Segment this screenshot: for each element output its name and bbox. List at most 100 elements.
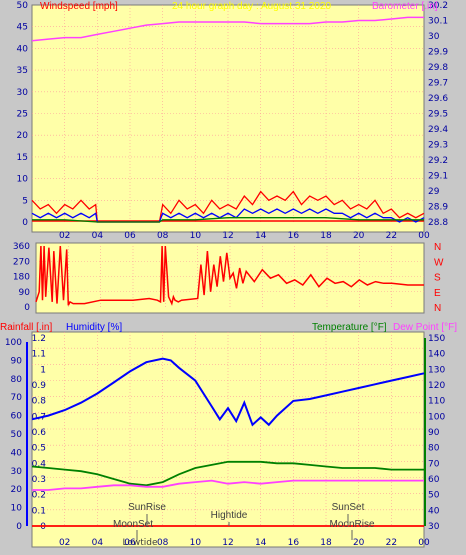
- barometer-y-tick: 29.1: [428, 172, 448, 182]
- windspeed-x-tick: 04: [92, 231, 104, 241]
- barometer-y-tick: 30: [428, 32, 440, 42]
- windspeed-y-tick: 40: [17, 44, 29, 54]
- humidity-x-tick: 14: [255, 538, 267, 548]
- temperature-axis-label: Temperature [°F]: [312, 322, 387, 333]
- humidity-y-tick: 60: [11, 412, 23, 422]
- barometer-y-tick: 29.3: [428, 141, 448, 151]
- humidity-x-tick: 22: [386, 538, 397, 548]
- barometer-y-tick: 29.5: [428, 110, 448, 120]
- temperature-y-tick: 50: [428, 491, 440, 501]
- barometer-y-tick: 29.4: [428, 125, 448, 135]
- humidity-y-tick: 70: [11, 393, 23, 403]
- rainfall-y-tick: 1.1: [32, 350, 46, 360]
- temperature-y-tick: 120: [428, 381, 445, 391]
- barometer-line: [31, 16, 424, 42]
- temperature-y-tick: 60: [428, 475, 440, 485]
- humidity-x-tick: 10: [190, 538, 202, 548]
- barometer-y-tick: 30.2: [428, 1, 448, 11]
- humidity-axis-label: Humidity [%]: [66, 322, 122, 333]
- humidity-x-tick: 18: [320, 538, 332, 548]
- dewpoint-line: [32, 479, 424, 491]
- barometer-y-tick: 29.6: [428, 94, 448, 104]
- temperature-y-tick: 110: [428, 397, 445, 407]
- temperature-y-tick: 140: [428, 350, 445, 360]
- barometer-y-tick: 28.9: [428, 203, 448, 213]
- windspeed-x-tick: 08: [157, 231, 169, 241]
- barometer-y-tick: 29.8: [428, 63, 448, 73]
- windspeed-y-tick: 15: [17, 153, 28, 163]
- hightide-label: Hightide: [211, 510, 248, 521]
- temperature-y-tick: 30: [428, 522, 440, 532]
- rainfall-y-tick: 0.9: [32, 381, 47, 391]
- humidity-y-tick: 20: [11, 485, 23, 495]
- rainfall-y-tick: 0.5: [32, 444, 46, 454]
- windspeed-y-tick: 25: [17, 110, 28, 120]
- rainfall-y-tick: 1.2: [32, 334, 46, 344]
- temperature-line: [31, 460, 424, 487]
- windspeed-x-tick: 18: [320, 231, 332, 241]
- windspeed-x-tick: 20: [353, 231, 365, 241]
- barometer-y-tick: 29: [428, 187, 440, 197]
- humidity-y-tick: 0: [16, 522, 22, 532]
- humidity-y-tick: 50: [11, 430, 23, 440]
- humidity-y-tick: 80: [11, 375, 23, 385]
- direction-y-tick: 270: [13, 257, 30, 267]
- rainfall-y-tick: 0.8: [32, 397, 47, 407]
- compass-label: N: [434, 303, 441, 314]
- windspeed-y-tick: 10: [17, 175, 29, 185]
- barometer-y-tick: 28.8: [428, 218, 448, 228]
- humidity-y-tick: 30: [11, 467, 23, 477]
- humidity-x-tick: 20: [353, 538, 365, 548]
- humidity-x-tick: 06: [124, 538, 136, 548]
- barometer-y-tick: 29.9: [428, 48, 448, 58]
- rainfall-y-tick: 0.2: [32, 491, 46, 501]
- temperature-y-tick: 130: [428, 365, 445, 375]
- rainfall-y-tick: 0.4: [32, 459, 47, 469]
- temperature-y-tick: 80: [428, 444, 440, 454]
- windspeed-y-tick: 50: [17, 1, 29, 11]
- barometer-y-tick: 29.7: [428, 79, 448, 89]
- moonset-label: MoonSet: [113, 519, 153, 530]
- compass-label: S: [434, 273, 441, 284]
- chart-title: 24 hour graph day : August 31 2020: [172, 1, 331, 12]
- humidity-x-tick: 08: [157, 538, 169, 548]
- windspeed-x-tick: 02: [59, 231, 70, 241]
- rainfall-y-tick: 0.6: [32, 428, 47, 438]
- humidity-x-tick: 12: [222, 538, 233, 548]
- barometer-axis-label: Barometer [.in]: [372, 1, 438, 12]
- humidity-line: [31, 357, 425, 427]
- humidity-y-tick: 90: [11, 356, 23, 366]
- barometer-y-tick: 30.1: [428, 17, 448, 27]
- dewpoint-axis-label: Dew Point [°F]: [393, 322, 457, 333]
- rainfall-y-tick: 1: [40, 365, 46, 375]
- humidity-x-tick: 02: [59, 538, 70, 548]
- windspeed-x-tick: 14: [255, 231, 267, 241]
- direction-y-tick: 0: [24, 303, 30, 313]
- humidity-x-tick: 16: [288, 538, 300, 548]
- windspeed-x-tick: 16: [288, 231, 300, 241]
- direction-y-tick: 180: [13, 273, 30, 283]
- windspeed-axis-label: Windspeed [mph]: [40, 1, 118, 12]
- direction-y-tick: 360: [13, 242, 30, 252]
- humidity-y-tick: 10: [11, 504, 23, 514]
- wind-line: [31, 208, 425, 223]
- windspeed-y-tick: 45: [17, 23, 28, 33]
- humidity-x-tick: 00: [418, 538, 430, 548]
- sunrise-label: SunRise: [128, 502, 166, 513]
- temperature-y-tick: 40: [428, 506, 440, 516]
- wind-direction-line: [35, 245, 424, 306]
- compass-label: N: [434, 242, 441, 253]
- direction-y-tick: 90: [19, 288, 31, 298]
- humidity-x-tick: 04: [92, 538, 104, 548]
- compass-label: W: [434, 257, 444, 268]
- gust-line: [31, 190, 425, 223]
- rainfall-y-tick: 0.1: [32, 506, 46, 516]
- moonrise-label: MoonRise: [329, 519, 374, 530]
- lowtide-label: Lowtide: [122, 538, 157, 548]
- wind-low-line: [32, 217, 424, 223]
- temperature-y-tick: 70: [428, 459, 440, 469]
- sunset-label: SunSet: [332, 502, 365, 513]
- windspeed-y-tick: 20: [17, 131, 29, 141]
